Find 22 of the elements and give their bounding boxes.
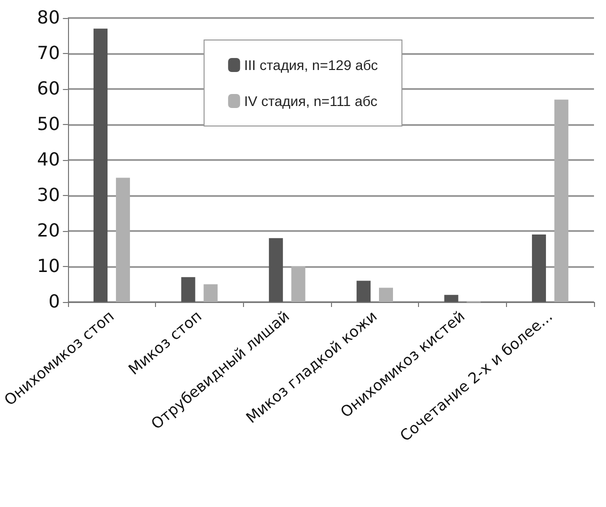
bar <box>291 266 306 302</box>
y-tick-label: 10 <box>36 256 60 277</box>
bar <box>444 294 458 302</box>
legend-label: IV стадия, n=111 абс <box>244 93 378 109</box>
bar <box>94 28 108 302</box>
bar <box>378 288 393 302</box>
bar <box>268 238 283 302</box>
y-tick-label: 0 <box>48 292 60 312</box>
y-tick-label: 70 <box>36 43 60 64</box>
bar <box>116 178 130 302</box>
y-tick-label: 40 <box>36 150 60 170</box>
bar <box>356 280 371 302</box>
y-tick-label: 80 <box>36 8 60 28</box>
bar <box>554 100 568 302</box>
y-tick-label: 30 <box>36 185 60 206</box>
bar <box>532 234 546 302</box>
y-tick-label: 50 <box>36 114 60 135</box>
bar <box>181 277 196 302</box>
bar <box>204 284 218 302</box>
y-tick-label: 20 <box>36 220 60 242</box>
legend-label: III стадия, n=129 абс <box>244 57 378 73</box>
y-tick-label: 60 <box>36 78 60 100</box>
